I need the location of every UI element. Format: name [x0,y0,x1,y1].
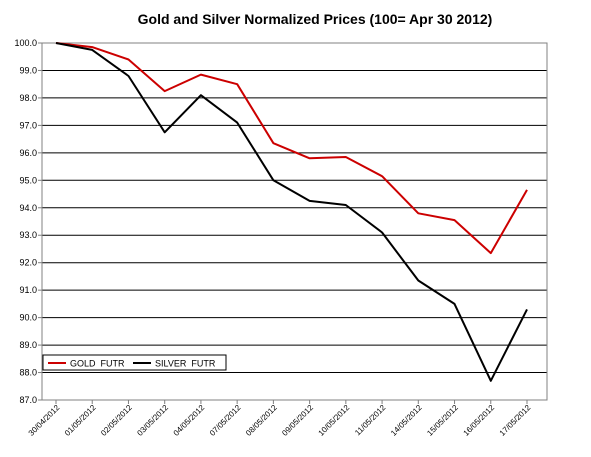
y-tick-label: 87.0 [19,395,37,405]
gridlines [42,69,547,374]
x-tick-label: 11/05/2012 [353,403,388,438]
x-tick-label: 14/05/2012 [389,403,424,438]
y-tick-label: 99.0 [19,65,37,75]
x-tick-label: 07/05/2012 [208,403,243,438]
y-tick-label: 95.0 [19,175,37,185]
x-tick-label: 09/05/2012 [280,403,315,438]
x-tick-label: 10/05/2012 [317,403,352,438]
y-axis: 100.0 99.0 98.0 97.0 96.0 95.0 94.0 93.0 92.0 91.… [14,38,42,405]
y-tick-label: 88.0 [19,368,37,378]
series-line-gold [55,42,528,255]
x-tick-label: 08/05/2012 [244,403,279,438]
x-axis: 30/04/2012 01/05/2012 02/05/2012 03/05/2012… [27,400,533,438]
y-tick-label: 89.0 [19,340,37,350]
chart-title: Gold and Silver Normalized Prices (100= … [138,11,493,27]
x-tick-label: 15/05/2012 [425,403,460,438]
y-tick-label: 98.0 [19,93,37,103]
y-tick-label: 91.0 [19,285,37,295]
x-tick-label: 17/05/2012 [498,403,533,438]
y-tick-label: 97.0 [19,120,37,130]
x-tick-label: 03/05/2012 [135,403,170,438]
legend-label-silver: SILVER FUTR [155,359,216,369]
legend: GOLD FUTR SILVER FUTR [42,354,227,371]
series-lines [55,42,528,382]
legend-label-gold: GOLD FUTR [70,359,125,369]
x-tick-label: 30/04/2012 [27,403,62,438]
y-tick-label: 93.0 [19,230,37,240]
x-tick-label: 04/05/2012 [172,403,207,438]
y-tick-label: 90.0 [19,313,37,323]
x-tick-label: 02/05/2012 [99,403,134,438]
y-tick-label: 94.0 [19,203,37,213]
plot-area [41,42,548,401]
y-tick-label: 96.0 [19,148,37,158]
series-line-silver [55,42,528,382]
x-tick-label: 01/05/2012 [63,403,98,438]
y-tick-label: 92.0 [19,258,37,268]
y-tick-label: 100.0 [14,38,37,48]
x-tick-label: 16/05/2012 [462,403,497,438]
